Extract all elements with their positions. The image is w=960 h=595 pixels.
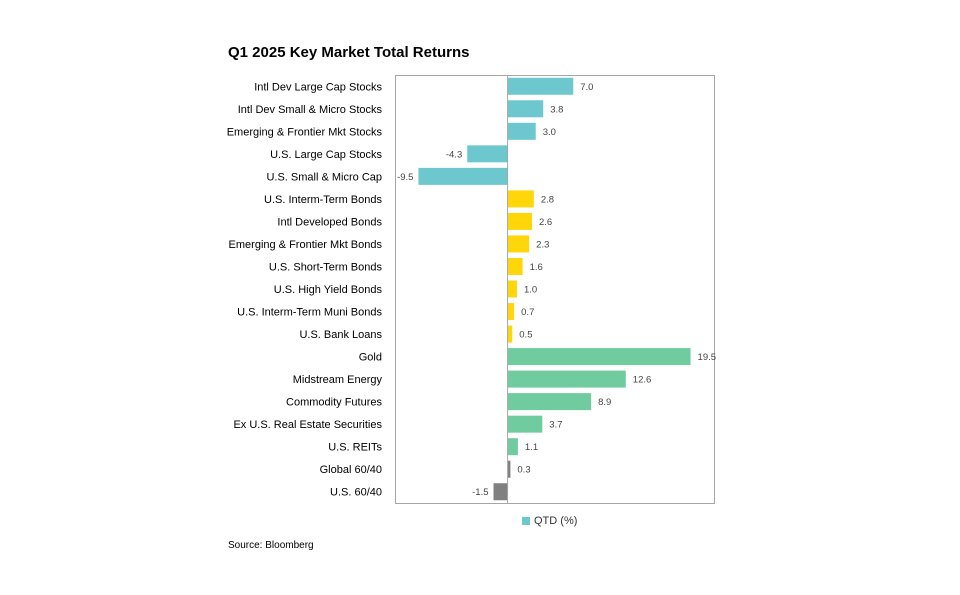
value-label: 2.3 xyxy=(536,239,549,250)
bar xyxy=(507,348,691,366)
bar xyxy=(507,212,532,230)
value-label: -4.3 xyxy=(446,149,462,160)
bar xyxy=(507,235,530,253)
category-label: U.S. Bank Loans xyxy=(299,329,382,341)
value-label: 2.6 xyxy=(539,217,552,228)
bar xyxy=(507,415,543,433)
bar xyxy=(507,77,574,95)
value-label: 3.0 xyxy=(543,127,556,138)
category-label: Emerging & Frontier Mkt Bonds xyxy=(229,239,383,251)
value-label: 1.1 xyxy=(525,442,538,453)
category-label: U.S. Short-Term Bonds xyxy=(269,261,383,273)
value-label: 1.6 xyxy=(530,262,543,273)
legend-swatch xyxy=(522,517,530,525)
bar xyxy=(507,280,517,298)
value-label: 3.7 xyxy=(549,420,562,431)
bar xyxy=(507,303,515,321)
bar xyxy=(507,393,592,411)
bar xyxy=(467,145,508,163)
category-label: Midstream Energy xyxy=(293,374,383,386)
category-label: U.S. REITs xyxy=(328,442,382,454)
category-label: U.S. High Yield Bonds xyxy=(274,284,383,296)
source-note: Source: Bloomberg xyxy=(228,540,314,551)
plot-frame xyxy=(395,75,715,504)
value-label: 1.0 xyxy=(524,285,537,296)
category-label: Emerging & Frontier Mkt Stocks xyxy=(227,126,383,138)
category-label: U.S. Small & Micro Cap xyxy=(266,171,382,183)
bar xyxy=(418,167,508,185)
bar xyxy=(507,100,544,118)
bar xyxy=(507,460,511,478)
value-label: 0.7 xyxy=(521,307,534,318)
value-label: 0.3 xyxy=(517,465,530,476)
bar xyxy=(507,257,523,275)
category-label: Global 60/40 xyxy=(320,464,382,476)
category-label: Intl Developed Bonds xyxy=(277,216,382,228)
value-label: 12.6 xyxy=(633,375,652,386)
bar xyxy=(507,325,513,343)
bar xyxy=(507,370,626,388)
bar xyxy=(493,483,508,501)
value-label: 19.5 xyxy=(698,352,717,363)
bar xyxy=(507,438,518,456)
value-label: 7.0 xyxy=(580,82,593,93)
value-label: -9.5 xyxy=(397,172,413,183)
category-label: Commodity Futures xyxy=(286,397,382,409)
value-label: 8.9 xyxy=(598,397,611,408)
value-label: 2.8 xyxy=(541,194,554,205)
category-label: Intl Dev Large Cap Stocks xyxy=(254,81,382,93)
legend: QTD (%) xyxy=(522,515,577,527)
legend-label: QTD (%) xyxy=(534,515,578,527)
chart-title: Q1 2025 Key Market Total Returns xyxy=(228,44,470,61)
bar xyxy=(507,122,536,140)
category-label: U.S. Large Cap Stocks xyxy=(270,149,382,161)
value-label: 3.8 xyxy=(550,104,563,115)
value-label: 0.5 xyxy=(519,330,532,341)
value-label: -1.5 xyxy=(472,487,488,498)
category-label: U.S. Interm-Term Muni Bonds xyxy=(237,307,382,319)
category-label: Intl Dev Small & Micro Stocks xyxy=(238,104,383,116)
category-label: U.S. 60/40 xyxy=(330,487,382,499)
category-label: Gold xyxy=(359,352,382,364)
category-label: U.S. Interm-Term Bonds xyxy=(264,194,382,206)
category-label: Ex U.S. Real Estate Securities xyxy=(233,419,382,431)
bar xyxy=(507,190,534,208)
